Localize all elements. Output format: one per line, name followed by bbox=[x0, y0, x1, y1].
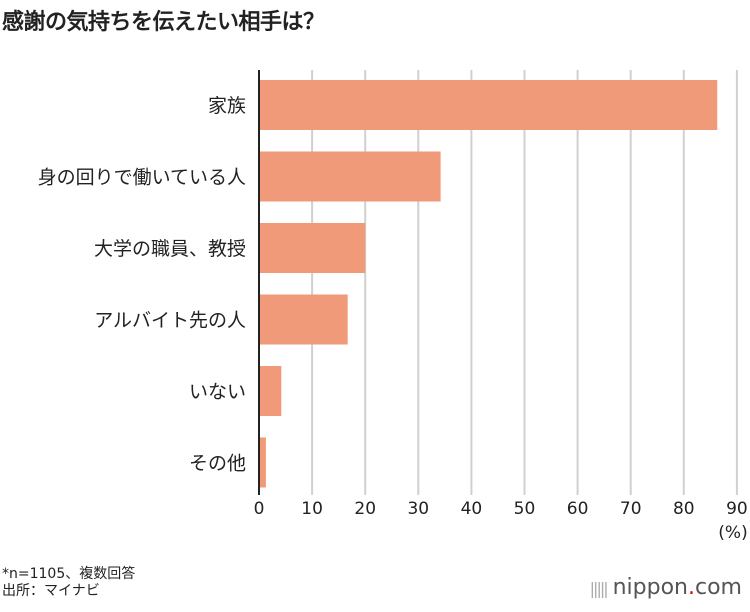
bar bbox=[259, 80, 718, 130]
source-note: 出所：マイナビ bbox=[2, 583, 100, 599]
x-tick-label: 90 bbox=[726, 499, 748, 519]
logo-suffix: com bbox=[695, 575, 742, 600]
logo-dot: . bbox=[688, 575, 695, 600]
bar bbox=[259, 294, 348, 345]
x-tick-label: 0 bbox=[254, 499, 265, 519]
x-tick-label: 10 bbox=[301, 499, 323, 519]
nippon-logo: ||||| nippon.com bbox=[590, 575, 742, 600]
category-label: 身の回りで働いている人 bbox=[38, 167, 246, 189]
x-tick-label: 20 bbox=[354, 499, 376, 519]
category-label: いない bbox=[189, 381, 246, 403]
x-tick-label: 50 bbox=[514, 499, 536, 519]
x-tick-label: 70 bbox=[620, 499, 642, 519]
bar bbox=[259, 223, 366, 273]
chart-title: 感謝の気持ちを伝えたい相手は？ bbox=[2, 10, 325, 35]
bar bbox=[259, 366, 282, 416]
logo-text: nippon bbox=[612, 575, 688, 600]
logo-mark-icon: ||||| bbox=[589, 579, 609, 598]
category-label: その他 bbox=[189, 453, 246, 475]
category-label: 大学の職員、教授 bbox=[94, 238, 246, 260]
x-tick-label: 80 bbox=[673, 499, 695, 519]
bar-chart: 0 10 20 30 40 50 60 70 80 90 家族身の回りで働いている人大学の職員、教授… bbox=[38, 70, 748, 543]
x-tick-label: 30 bbox=[407, 499, 429, 519]
category-label: アルバイト先の人 bbox=[94, 310, 246, 332]
category-label: 家族 bbox=[208, 95, 246, 117]
sample-note: *n=1105、複数回答 bbox=[2, 566, 136, 582]
bar bbox=[259, 151, 441, 202]
x-tick-label: 60 bbox=[567, 499, 589, 519]
bar bbox=[259, 437, 266, 488]
x-tick-label: 40 bbox=[461, 499, 483, 519]
x-axis-unit-label: (%) bbox=[718, 523, 747, 543]
footnote: *n=1105、複数回答 出所：マイナビ bbox=[2, 566, 135, 600]
